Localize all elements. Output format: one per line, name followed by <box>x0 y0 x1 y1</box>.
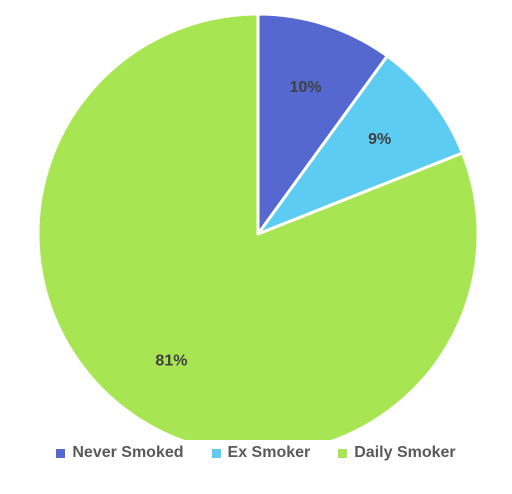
legend-label-daily-smoker: Daily Smoker <box>354 444 456 461</box>
legend-label-ex-smoker: Ex Smoker <box>227 444 311 461</box>
legend-swatch-never-smoked <box>56 448 66 458</box>
legend-swatch-daily-smoker <box>338 448 348 458</box>
data-label-ex-smoker: 9% <box>368 131 391 148</box>
legend-swatch-ex-smoker <box>211 448 221 458</box>
pie-chart: 10% 9% 81% <box>36 12 480 440</box>
pie-slice-never-smoked <box>256 12 389 236</box>
legend: Never Smoked Ex Smoker Daily Smoker <box>0 444 512 462</box>
data-label-daily-smoker: 81% <box>155 353 187 370</box>
legend-item-daily-smoker: Daily Smoker <box>338 444 456 462</box>
pie-slice-ex-smoker <box>256 54 465 236</box>
legend-item-never-smoked: Never Smoked <box>56 444 184 462</box>
legend-label-never-smoked: Never Smoked <box>72 444 184 461</box>
legend-item-ex-smoker: Ex Smoker <box>211 444 311 462</box>
pie-slice-daily-smoker <box>36 12 480 440</box>
data-label-never-smoked: 10% <box>290 79 322 96</box>
